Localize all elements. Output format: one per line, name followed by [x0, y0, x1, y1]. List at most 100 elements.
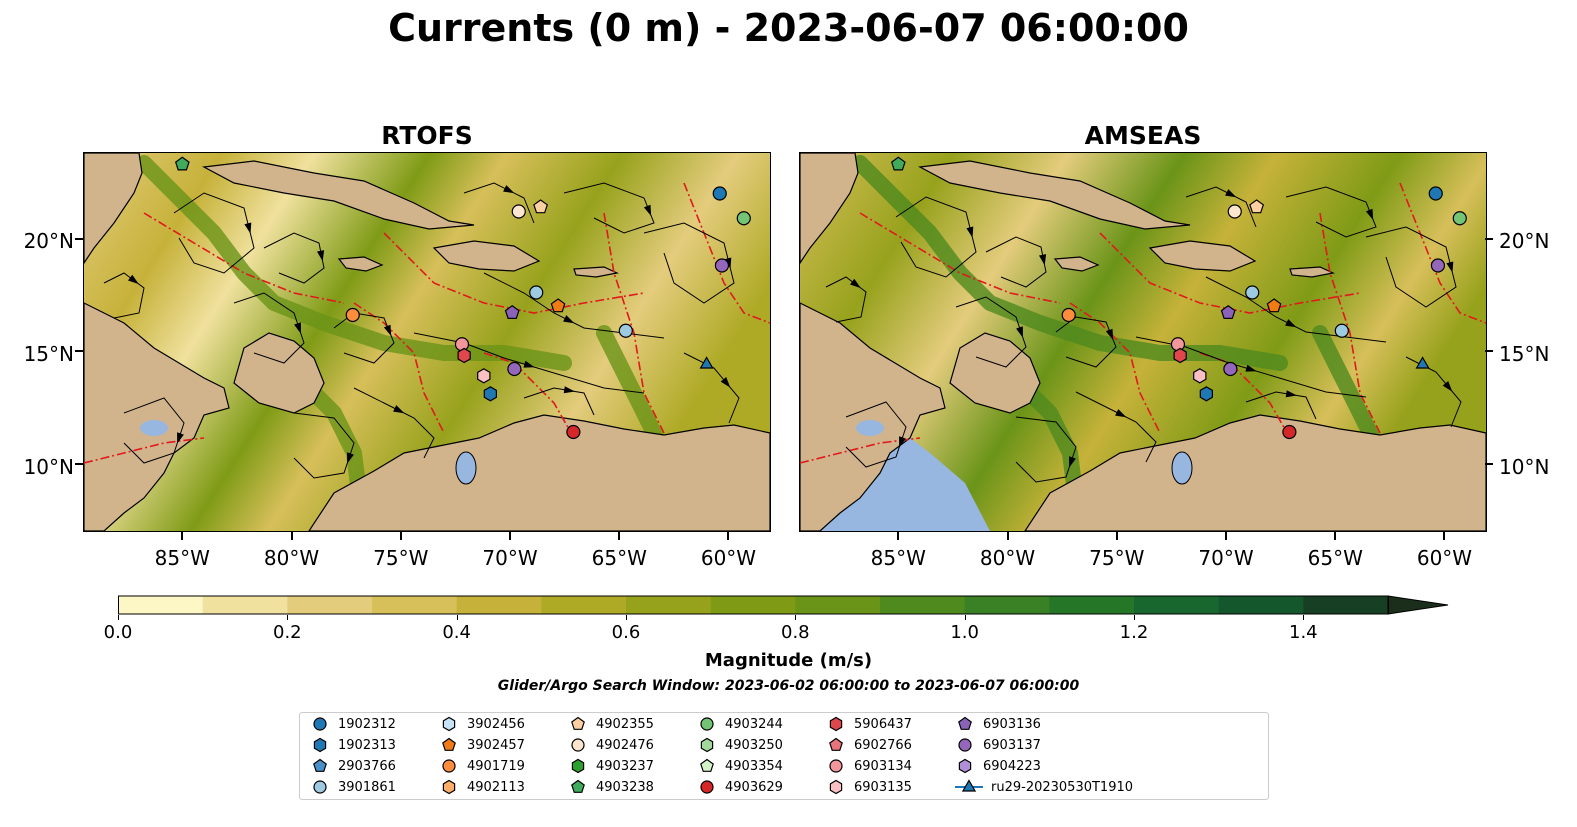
rtofs-map[interactable] — [83, 152, 771, 532]
legend-label: 4903354 — [725, 758, 783, 774]
float-marker-5906437 — [1173, 347, 1187, 364]
lon-tick — [897, 532, 900, 540]
legend-marker — [700, 737, 714, 753]
legend-label: 4902476 — [596, 737, 654, 753]
float-marker-4903244 — [1452, 211, 1467, 226]
legend-item: 6903134 — [824, 756, 912, 776]
lake-maracaibo — [1171, 451, 1193, 485]
legend-item: 4903250 — [695, 735, 783, 755]
legend-item: 6903135 — [824, 777, 912, 797]
lon-tick — [618, 532, 621, 540]
float-marker-1902312 — [712, 186, 727, 201]
legend-marker — [700, 758, 714, 772]
legend-marker — [700, 780, 714, 794]
legend-marker — [571, 738, 585, 752]
legend-label: 1902313 — [338, 737, 396, 753]
lon-label-rtofs-3: 70°W — [482, 546, 538, 570]
legend-item: 6903136 — [953, 714, 1041, 734]
colorbar-tick — [1134, 615, 1135, 620]
lon-label-rtofs-0: 85°W — [154, 546, 210, 570]
legend-marker — [958, 716, 972, 730]
lon-label-amseas-2: 75°W — [1089, 546, 1145, 570]
lon-label-amseas-0: 85°W — [870, 546, 926, 570]
colorbar-tick-label: 0.0 — [103, 622, 133, 643]
colorbar-extend-arrow — [1387, 595, 1449, 615]
float-marker-3901861b — [618, 323, 633, 338]
float-marker-4903244 — [736, 211, 751, 226]
rtofs-map-panel: RTOFS — [83, 116, 771, 532]
colorbar-segment — [964, 596, 1050, 614]
legend-marker — [829, 716, 843, 732]
lat-tick — [75, 350, 83, 352]
float-marker-3901861 — [529, 285, 544, 300]
amseas-map-title: AMSEAS — [1084, 121, 1202, 150]
float-marker-3902457 — [550, 298, 566, 313]
legend-item: 4902355 — [566, 714, 654, 734]
float-marker-3901861b — [1334, 323, 1349, 338]
lon-label-amseas-4: 65°W — [1307, 546, 1363, 570]
float-marker-4901719 — [345, 307, 360, 323]
colorbar-segment — [541, 596, 627, 614]
float-marker-4902476 — [1227, 204, 1242, 219]
legend-marker — [961, 779, 977, 792]
legend-item: 3901861 — [308, 777, 396, 797]
colorbar-tick — [795, 615, 797, 620]
legend-marker — [829, 737, 843, 751]
colorbar-tick-label: 0.8 — [781, 622, 810, 643]
float-marker-4902355 — [533, 199, 549, 214]
lat-tick — [75, 462, 83, 465]
legend-marker — [442, 779, 456, 795]
legend-label: 4903629 — [725, 779, 783, 795]
colorbar-segment — [202, 596, 288, 614]
legend-item: 3902456 — [437, 714, 525, 734]
legend-marker — [442, 759, 456, 773]
lon-label-rtofs-2: 75°W — [373, 546, 429, 570]
colorbar-tick-label: 0.2 — [273, 622, 302, 643]
legend-label: 6902766 — [854, 737, 912, 753]
legend-marker — [313, 737, 327, 753]
colorbar-tick-label: 1.2 — [1119, 622, 1149, 643]
lon-label-amseas-1: 80°W — [979, 546, 1036, 570]
float-marker-4903238 — [174, 156, 190, 171]
colorbar-segment — [795, 596, 881, 614]
legend-label: 4902113 — [467, 779, 525, 795]
colorbar-tick — [1303, 615, 1305, 620]
float-marker-6903134 — [454, 337, 470, 352]
colorbar-label: Magnitude (m/s) — [704, 650, 873, 671]
lon-tick — [727, 532, 730, 540]
eez-boundaries — [800, 182, 1486, 464]
colorbar-tick — [456, 615, 458, 620]
legend-item: 2903766 — [308, 756, 396, 776]
legend-label: 4903238 — [596, 779, 654, 795]
legend-marker — [700, 717, 714, 731]
lon-tick — [1115, 532, 1118, 540]
float-marker-ru29-20230530T1910 — [699, 356, 714, 369]
legend-item: 4902113 — [437, 777, 525, 797]
lon-tick — [1443, 532, 1446, 540]
float-marker-6903137b — [1223, 361, 1238, 377]
lat-label-20n-left: 20°N — [23, 229, 74, 253]
amseas-map[interactable] — [799, 152, 1487, 532]
land-masses — [800, 153, 1486, 531]
legend-item: 1902312 — [308, 714, 396, 734]
lon-label-rtofs-5: 60°W — [700, 546, 757, 570]
legend-item: 4901719 — [437, 756, 525, 776]
rtofs-map-title: RTOFS — [381, 121, 473, 150]
colorbar-segment — [1134, 596, 1220, 614]
float-marker-1902313 — [1199, 386, 1213, 402]
colorbar-segment — [880, 596, 966, 614]
legend-label: 6903137 — [983, 737, 1041, 753]
colorbar-segment — [1303, 596, 1389, 614]
legend-marker — [829, 779, 843, 795]
legend-item: 4903237 — [566, 756, 654, 776]
lat-tick — [1485, 462, 1493, 465]
colorbar-segment — [372, 596, 458, 614]
lon-tick — [1225, 532, 1228, 540]
lon-label-amseas-3: 70°W — [1198, 546, 1254, 570]
streamlines — [825, 186, 1462, 483]
colorbar-tick-label: 1.4 — [1289, 622, 1318, 643]
legend-marker — [313, 780, 327, 794]
float-markers — [890, 156, 1467, 440]
colorbar-segment — [118, 596, 204, 614]
lon-tick — [399, 532, 402, 540]
